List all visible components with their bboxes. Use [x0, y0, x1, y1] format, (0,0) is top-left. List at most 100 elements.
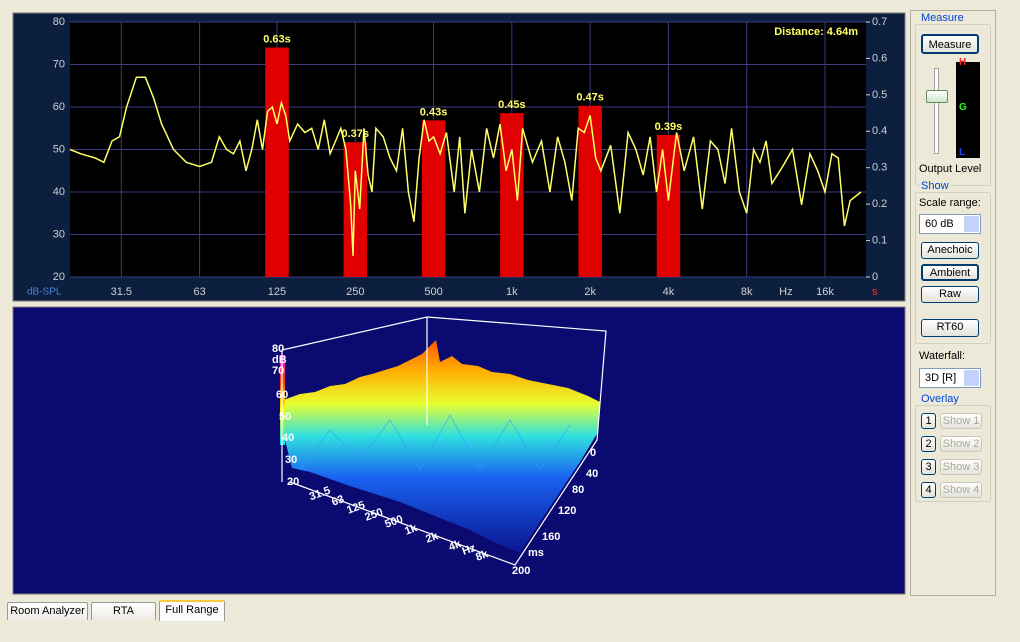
- overlay-group: [915, 405, 991, 502]
- meter-label: G: [959, 102, 967, 113]
- overlay-number[interactable]: 1: [921, 413, 936, 429]
- value-label: 0.63s: [263, 33, 291, 45]
- overlay-number[interactable]: 2: [921, 436, 936, 452]
- overlay-button[interactable]: Show 2: [940, 436, 982, 452]
- y2-tick-label: 0.7: [872, 16, 887, 28]
- x-tick-label: 2k: [584, 286, 596, 298]
- waterfall-time-label: 80: [572, 484, 584, 496]
- y2-tick-label: 0.3: [872, 162, 887, 174]
- waterfall-freq-label: 63: [330, 493, 346, 508]
- y2-tick-label: 0.5: [872, 89, 887, 101]
- waterfall-db-label: 40: [282, 432, 294, 444]
- value-label: 0.43s: [420, 106, 448, 118]
- x-tick-label: 1k: [506, 286, 518, 298]
- group-label: Measure: [920, 12, 965, 24]
- slider-track: [934, 68, 939, 154]
- x-tick-label: 31.5: [111, 286, 132, 298]
- waterfall-select[interactable]: 3D [R]: [919, 368, 981, 388]
- waterfall-freq-label: Hz: [461, 542, 478, 558]
- annotation: Distance: 4.64m: [774, 26, 858, 38]
- x-tick-label: 16k: [816, 286, 834, 298]
- box-edge: [281, 316, 607, 566]
- value-label: 0.37s: [342, 128, 370, 140]
- y2-tick-label: 0.2: [872, 198, 887, 210]
- x-axis-label: Hz: [779, 286, 792, 298]
- waterfall-db-label: 20: [287, 476, 299, 488]
- waterfall-freq-label: 250: [363, 506, 384, 524]
- x-tick-label: 250: [346, 286, 364, 298]
- waterfall-time-label: 40: [586, 468, 598, 480]
- y2-tick-label: 0: [872, 271, 878, 283]
- rt60-button[interactable]: RT60: [921, 319, 979, 337]
- y-axis-label: dB-SPL: [27, 287, 62, 298]
- value-label: 0.39s: [655, 121, 683, 133]
- waterfall-time-label: 200: [512, 565, 530, 577]
- overlay-button[interactable]: Show 4: [940, 482, 982, 498]
- waterfall-freq-label: 1k: [403, 522, 419, 538]
- bar: [578, 105, 602, 278]
- group-label: Overlay: [920, 393, 960, 405]
- waterfall-freq-label: 4k: [447, 538, 463, 554]
- response-line: [69, 76, 862, 256]
- waterfall-time-label: 160: [542, 531, 560, 543]
- surface-ridge: [299, 413, 571, 472]
- y2-tick-label: 0.4: [872, 125, 887, 137]
- waterfall-db-label: dB: [272, 354, 287, 366]
- overlay-number[interactable]: 3: [921, 459, 936, 475]
- tab[interactable]: Room Analyzer: [7, 602, 88, 620]
- x-tick-label: 125: [268, 286, 286, 298]
- scale-range-select[interactable]: 60 dB: [919, 214, 981, 234]
- bar: [265, 47, 289, 277]
- waterfall-freq-label: 125: [345, 499, 366, 517]
- y-tick-label: 70: [53, 58, 65, 70]
- view-button[interactable]: Raw: [921, 286, 979, 303]
- x-tick-label: 500: [424, 286, 442, 298]
- waterfall-time-label: 0: [590, 447, 596, 459]
- y-tick-label: 30: [53, 228, 65, 240]
- y-tick-label: 20: [53, 271, 65, 283]
- y-tick-label: 60: [53, 101, 65, 113]
- tab[interactable]: RTA: [91, 602, 156, 620]
- y-tick-label: 80: [53, 16, 65, 28]
- measure-group: [915, 24, 991, 186]
- waterfall-box: [281, 316, 607, 566]
- tab[interactable]: Full Range: [159, 600, 225, 621]
- waterfall-db-label: 30: [285, 454, 297, 466]
- overlay-button[interactable]: Show 3: [940, 459, 982, 475]
- control-panel: [910, 10, 996, 596]
- level-meter: [956, 62, 980, 158]
- waterfall-db-label: 80: [272, 343, 284, 355]
- waterfall-label: Waterfall:: [919, 350, 966, 362]
- waterfall-freq-label: 2k: [424, 530, 440, 546]
- value-label: 0.47s: [576, 92, 604, 104]
- x-tick-label: 63: [193, 286, 205, 298]
- y-tick-label: 50: [53, 143, 65, 155]
- waterfall-db-label: 50: [279, 411, 291, 423]
- waterfall-surface: [283, 340, 600, 553]
- x-tick-label: 4k: [663, 286, 675, 298]
- y2-axis-label: s: [872, 286, 878, 298]
- slider-thumb[interactable]: [926, 90, 948, 103]
- y2-tick-label: 0.1: [872, 234, 887, 246]
- bar: [656, 134, 681, 277]
- overlay-number[interactable]: 4: [921, 482, 936, 498]
- value-label: 0.45s: [498, 99, 526, 111]
- view-button[interactable]: Anechoic: [921, 242, 979, 259]
- bar: [500, 113, 524, 277]
- show-group: [915, 192, 991, 344]
- measure-button[interactable]: Measure: [921, 34, 979, 54]
- group-label: Show: [920, 180, 950, 192]
- output-level-label: Output Level: [919, 163, 982, 175]
- waterfall-time-label: ms: [528, 547, 544, 559]
- waterfall-freq-label: 8k: [474, 548, 490, 564]
- y2-tick-label: 0.6: [872, 52, 887, 64]
- waterfall-freq-label: 500: [383, 513, 404, 531]
- view-button[interactable]: Ambient: [921, 264, 979, 281]
- x-tick-label: 8k: [741, 286, 753, 298]
- overlay-button[interactable]: Show 1: [940, 413, 982, 429]
- meter-label: H: [959, 57, 967, 68]
- waterfall-time-label: 120: [558, 505, 576, 517]
- scale-range-label: Scale range:: [919, 197, 981, 209]
- charts: 20 30 40 50 60 70 80 0 0.1 0.2 0.3 0.4 0.5 0.6 0.7 31.5…: [12, 12, 906, 595]
